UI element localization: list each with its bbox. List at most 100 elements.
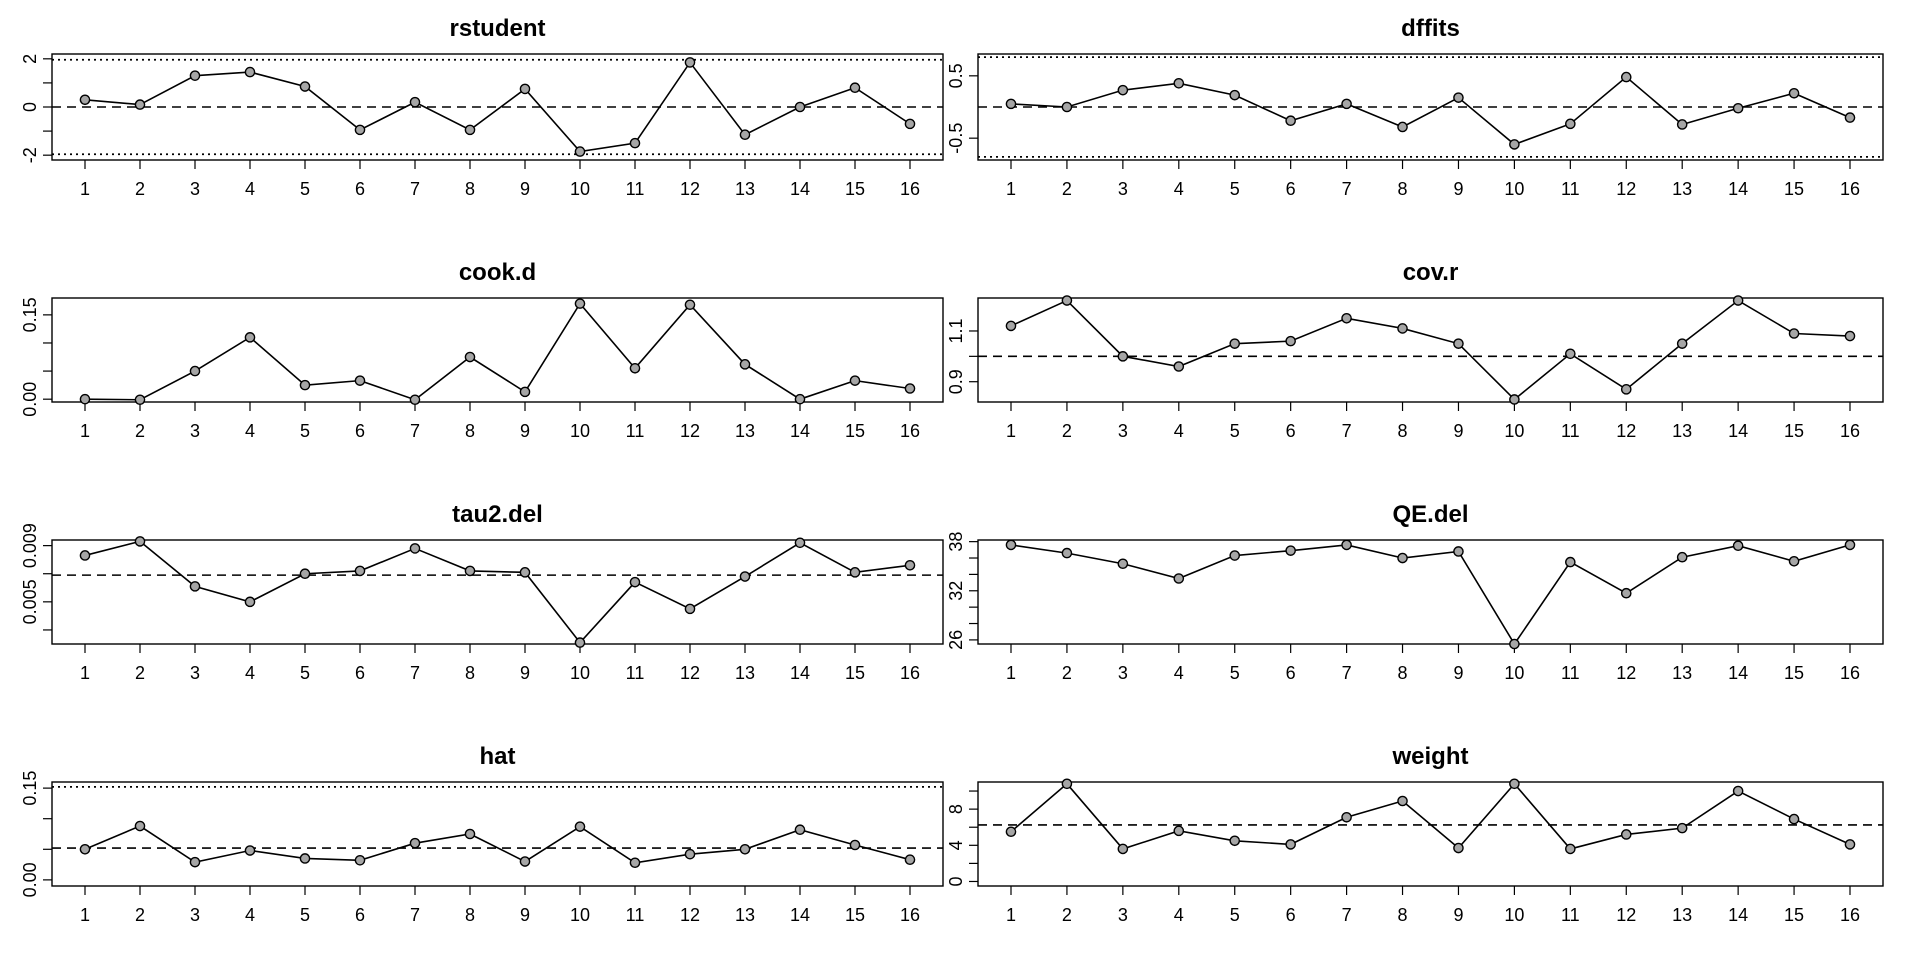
series-line — [84, 825, 911, 864]
x-tick-label: 10 — [1504, 663, 1524, 683]
data-point — [1509, 139, 1520, 150]
x-tick-label: 2 — [135, 179, 145, 199]
x-tick-label: 12 — [680, 905, 700, 925]
x-tick-label: 12 — [680, 663, 700, 683]
x-tick-label: 5 — [1230, 663, 1240, 683]
data-point — [1397, 552, 1408, 564]
x-tick-label: 6 — [355, 905, 365, 925]
data-point — [354, 855, 366, 866]
data-point — [1173, 573, 1185, 584]
x-tick-label: 7 — [1342, 663, 1352, 683]
panel-title: rstudent — [450, 15, 546, 42]
x-tick-label: 5 — [300, 179, 310, 199]
x-tick-label: 16 — [1840, 905, 1860, 925]
x-tick-label: 3 — [190, 421, 200, 441]
x-tick-label: 6 — [355, 663, 365, 683]
data-point — [1788, 813, 1800, 825]
x-tick-label: 4 — [1174, 421, 1184, 441]
data-point — [684, 603, 696, 615]
x-tick-label: 16 — [1840, 179, 1860, 199]
panel-title: QE.del — [1392, 501, 1468, 528]
data-point — [684, 299, 696, 311]
x-tick-label: 10 — [1504, 905, 1524, 925]
y-tick-label: 8 — [946, 804, 966, 814]
data-point — [1509, 778, 1520, 790]
x-tick-label: 13 — [735, 179, 755, 199]
x-tick-label: 14 — [790, 179, 810, 199]
series-line — [84, 302, 911, 401]
x-tick-label: 7 — [1342, 179, 1352, 199]
data-point — [739, 571, 751, 582]
data-point — [79, 550, 91, 561]
data-point — [794, 537, 806, 549]
data-point — [1620, 71, 1632, 83]
x-tick-label: 13 — [1672, 905, 1692, 925]
x-tick-label: 8 — [1398, 179, 1408, 199]
data-point — [1565, 843, 1576, 855]
y-tick-label: 0 — [946, 876, 966, 886]
data-point — [299, 379, 311, 391]
x-tick-label: 11 — [1561, 421, 1580, 441]
data-point — [849, 375, 861, 386]
plot-frame — [51, 297, 944, 403]
data-point — [684, 848, 696, 860]
series-line — [1010, 299, 1851, 401]
data-point — [684, 57, 696, 68]
x-tick-label: 7 — [410, 663, 420, 683]
x-tick-label: 9 — [1453, 905, 1463, 925]
data-point — [1117, 351, 1129, 362]
x-tick-label: 3 — [190, 905, 200, 925]
x-tick-label: 12 — [1616, 663, 1636, 683]
data-point — [354, 124, 366, 136]
x-tick-label: 7 — [410, 905, 420, 925]
x-tick-label: 12 — [1616, 179, 1636, 199]
plot-frame — [51, 539, 944, 645]
x-tick-label: 6 — [1286, 663, 1296, 683]
data-point — [299, 568, 311, 580]
x-tick-label: 4 — [245, 663, 255, 683]
x-tick-label: 5 — [1230, 905, 1240, 925]
x-tick-label: 9 — [1453, 421, 1463, 441]
panel-cook-d: cook.d1 2 3 4 5 6 7 8 9 10 11 12 13 14 15 160.000.15 — [20, 259, 944, 441]
x-tick-label: 4 — [1174, 179, 1184, 199]
x-tick-label: 14 — [1728, 421, 1748, 441]
data-point — [1005, 320, 1017, 332]
x-tick-label: 15 — [845, 663, 865, 683]
series-line — [84, 540, 911, 644]
data-point — [189, 581, 201, 592]
x-tick-label: 15 — [845, 179, 865, 199]
x-tick-label: 2 — [1062, 663, 1072, 683]
data-point — [1341, 98, 1352, 110]
y-tick-label: 1.1 — [946, 318, 966, 343]
x-tick-label: 11 — [1561, 663, 1580, 683]
x-tick-label: 15 — [1784, 179, 1804, 199]
x-tick-label: 8 — [1398, 421, 1408, 441]
data-point — [1565, 348, 1576, 360]
x-tick-label: 14 — [1728, 179, 1748, 199]
data-point — [574, 637, 586, 648]
data-point — [244, 596, 256, 608]
data-point — [299, 853, 311, 864]
panel-title: cov.r — [1403, 259, 1459, 286]
data-point — [1173, 361, 1185, 372]
data-point — [904, 854, 916, 865]
y-tick-label: 38 — [946, 532, 966, 552]
data-point — [464, 124, 476, 136]
x-tick-label: 16 — [900, 179, 920, 199]
x-tick-label: 16 — [1840, 663, 1860, 683]
x-tick-label: 2 — [1062, 905, 1072, 925]
x-tick-label: 5 — [1230, 421, 1240, 441]
x-tick-label: 10 — [570, 663, 590, 683]
data-point — [79, 843, 91, 855]
x-tick-label: 3 — [190, 179, 200, 199]
data-point — [409, 394, 421, 406]
x-tick-label: 13 — [1672, 179, 1692, 199]
data-point — [1229, 89, 1241, 101]
x-tick-label: 11 — [1561, 179, 1580, 199]
x-tick-label: 7 — [1342, 421, 1352, 441]
data-point — [354, 565, 366, 577]
data-point — [1676, 551, 1688, 563]
data-point — [1732, 540, 1744, 552]
x-tick-label: 5 — [300, 421, 310, 441]
